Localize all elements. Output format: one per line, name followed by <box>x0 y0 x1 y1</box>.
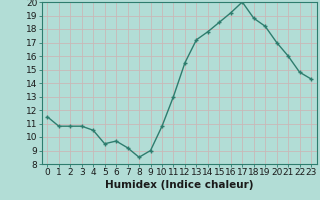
X-axis label: Humidex (Indice chaleur): Humidex (Indice chaleur) <box>105 180 253 190</box>
